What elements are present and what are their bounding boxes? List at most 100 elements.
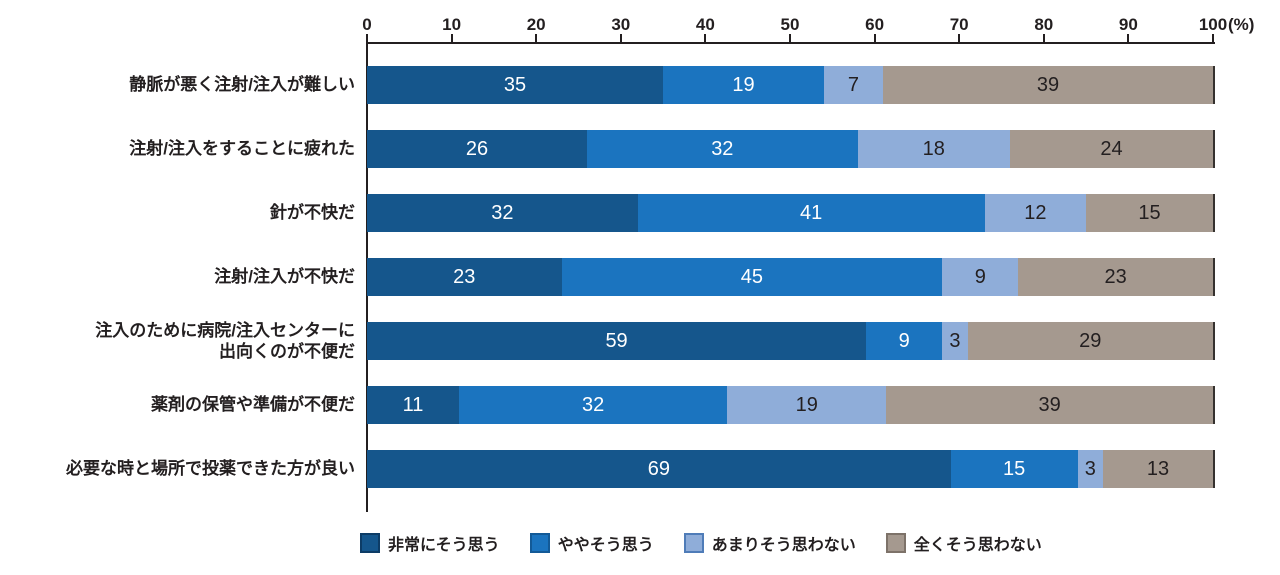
bar-segment: 12	[984, 194, 1087, 232]
category-label: 必要な時と場所で投薬できた方が良い	[40, 450, 355, 488]
bar-value-label: 7	[847, 74, 859, 96]
bar-value-label: 32	[491, 202, 514, 224]
bar-segment: 23	[367, 258, 562, 296]
category-label-line: 注射/注入をすることに疲れた	[129, 139, 355, 159]
bar-value-label: 19	[795, 394, 818, 416]
bar-value-label: 35	[503, 74, 527, 96]
legend-item: ややそう思う	[529, 531, 654, 555]
bar-segment: 35	[367, 66, 664, 104]
legend-label: 全くそう思わない	[913, 537, 1042, 554]
bar-value-label: 12	[1024, 202, 1047, 224]
bar-value-label: 19	[732, 74, 755, 96]
bar-segment: 19	[727, 386, 887, 424]
category-label: 注射/注入が不快だ	[40, 258, 355, 296]
x-axis-tick-mark	[1212, 34, 1214, 43]
bar-segment: 11	[367, 386, 460, 424]
bar-segment: 9	[942, 258, 1019, 296]
bar-segment: 3	[942, 322, 968, 360]
bar-value-label: 9	[898, 330, 910, 352]
legend-swatch	[683, 533, 704, 553]
x-axis-tick-label: 30	[611, 15, 631, 34]
category-label-line: 必要な時と場所で投薬できた方が良い	[66, 459, 355, 479]
bar-value-label: 9	[974, 266, 986, 288]
bar-value-label: 26	[465, 138, 489, 160]
x-axis-tick-mark	[535, 34, 538, 43]
bar-value-label: 39	[1036, 74, 1060, 96]
x-axis-tick-label: 20	[526, 15, 546, 34]
bar-segment: 19	[663, 66, 824, 104]
category-label: 薬剤の保管や準備が不便だ	[40, 386, 355, 424]
bar-segment: 9	[866, 322, 943, 360]
bar-segment: 7	[823, 66, 884, 104]
bar-segment: 39	[883, 66, 1213, 104]
x-axis-tick-label: 60	[865, 15, 885, 34]
bar-value-label: 45	[740, 266, 764, 288]
bar-value-label: 59	[605, 330, 628, 352]
bar-value-label: 15	[1003, 458, 1026, 480]
bar-value-label: 3	[1084, 458, 1096, 480]
x-axis-tick-mark	[958, 34, 961, 43]
bar-row: 26 32 18 24	[367, 130, 1215, 168]
bar-value-label: 29	[1079, 330, 1102, 352]
category-label: 注入のために病院/注入センターに 出向くのが不便だ	[40, 320, 355, 361]
bar-segment: 23	[1018, 258, 1213, 296]
bar-row: 35 19 7 39	[367, 66, 1215, 104]
x-axis-line	[367, 42, 1215, 44]
bar-segment: 59	[367, 322, 867, 360]
bar-segment: 29	[967, 322, 1213, 360]
bar-value-label: 32	[582, 394, 605, 416]
bar-value-label: 23	[453, 266, 476, 288]
legend-item: 非常にそう思う	[360, 531, 500, 555]
legend-label: あまりそう思わない	[711, 537, 856, 554]
bar-segment: 32	[459, 386, 728, 424]
category-label-line: 注射/注入が不快だ	[214, 267, 355, 287]
legend-swatch	[885, 533, 906, 553]
bar-value-label: 13	[1146, 458, 1170, 480]
x-axis-tick-mark	[704, 34, 707, 43]
x-axis-tick-mark	[366, 34, 368, 43]
x-axis-tick-label: 0	[362, 15, 372, 34]
bar-segment: 39	[886, 386, 1213, 424]
category-label: 静脈が悪く注射/注入が難しい	[40, 66, 355, 104]
bar-segment: 3	[1077, 450, 1103, 488]
x-axis-tick-mark	[1042, 34, 1045, 43]
bar-value-label: 3	[949, 330, 961, 352]
bar-segment: 24	[1009, 130, 1213, 168]
bar-segment: 15	[950, 450, 1078, 488]
legend-swatch	[529, 533, 550, 553]
category-label-line: 静脈が悪く注射/注入が難しい	[129, 75, 355, 95]
x-axis-tick-label: 50	[780, 15, 800, 34]
bar-segment: 41	[637, 194, 985, 232]
bar-segment: 45	[561, 258, 943, 296]
category-label-line: 針が不快だ	[270, 203, 355, 223]
legend-item: 全くそう思わない	[885, 531, 1042, 555]
bar-row: 69 15 3 13	[367, 450, 1215, 488]
bar-value-label: 41	[800, 202, 823, 224]
bar-value-label: 15	[1138, 202, 1161, 224]
bar-value-label: 11	[402, 394, 424, 416]
bar-row: 23 45 9 23	[367, 258, 1215, 296]
bar-row: 32 41 12 15	[367, 194, 1215, 232]
bar-value-label: 32	[711, 138, 734, 160]
bar-segment: 15	[1086, 194, 1213, 232]
bar-segment: 32	[367, 194, 638, 232]
bar-value-label: 69	[647, 458, 670, 480]
legend: 非常にそう思う ややそう思う あまりそう思わない 全くそう思わない	[360, 531, 1042, 555]
bar-segment: 69	[367, 450, 951, 488]
x-axis-tick-label: 100	[1198, 15, 1228, 34]
bar-value-label: 39	[1038, 394, 1061, 416]
x-axis-unit-label: (%)	[1228, 15, 1255, 34]
x-axis-tick-label: 90	[1118, 15, 1138, 34]
category-label-line: 薬剤の保管や準備が不便だ	[151, 395, 355, 415]
x-axis-tick-mark	[789, 34, 791, 43]
bar-segment: 32	[586, 130, 858, 168]
x-axis-tick-label: 40	[695, 15, 715, 34]
x-axis-tick-mark	[450, 34, 453, 43]
x-axis-tick-mark	[873, 34, 876, 43]
category-label-line: 注入のために病院/注入センターに	[95, 320, 355, 340]
bar-segment: 18	[857, 130, 1010, 168]
bar-segment: 26	[367, 130, 587, 168]
bar-segment: 13	[1103, 450, 1213, 488]
bar-row: 11 32 19 39	[367, 386, 1215, 424]
